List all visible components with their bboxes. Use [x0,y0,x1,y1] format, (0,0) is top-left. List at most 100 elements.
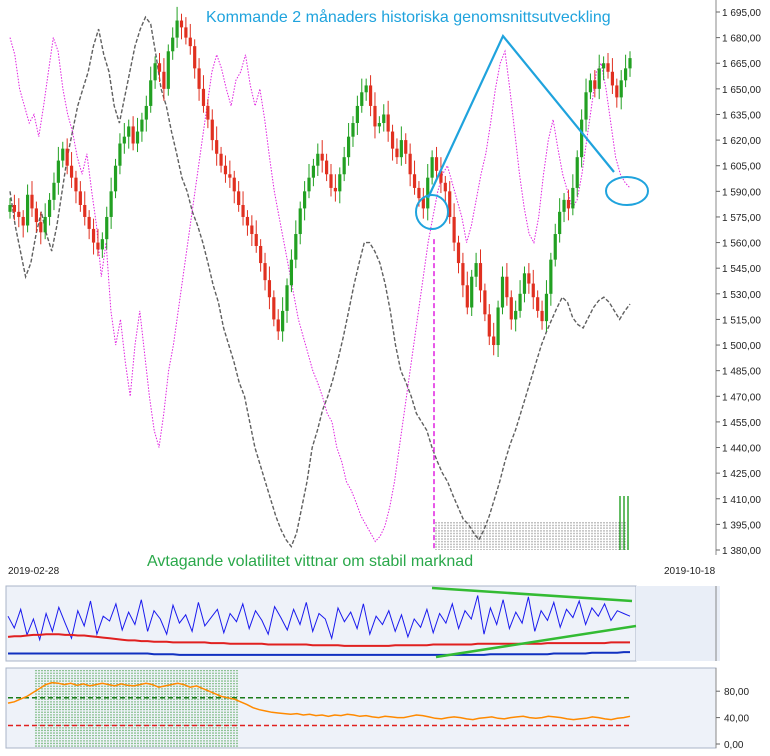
price-tick-label: 1 440,00 [722,444,761,455]
candle-body [606,63,610,72]
candle-body [96,242,100,250]
oscillator-tick-label: 80,00 [724,687,749,698]
price-tick-label: 1 635,00 [722,110,761,121]
candle-body [241,204,245,217]
candle-body [193,46,197,69]
price-tick-label: 1 695,00 [722,8,761,19]
candle-body [558,211,562,235]
bottom-hatch [435,496,629,550]
candle-body [206,105,210,120]
candle-body [474,263,478,277]
candle-body [399,140,403,158]
candles [8,6,632,358]
candle-body [162,71,166,89]
price-tick-label: 1 575,00 [722,213,761,224]
candle-body [78,191,82,205]
candle-body [303,191,307,209]
candle-body [597,68,601,89]
oscillator-line [7,681,631,721]
candle-body [329,174,333,188]
candle-body [575,157,579,188]
candle-body [232,177,236,192]
price-tick-label: 1 530,00 [722,290,761,301]
candle-body [566,199,571,209]
candle-body [553,234,557,260]
candle-body [342,157,346,175]
price-tick-label: 1 380,00 [722,546,761,557]
candle-body [219,153,223,166]
candle-body [12,204,16,212]
candle-body [245,216,250,226]
candle-body [615,85,619,98]
candle-body [228,174,232,178]
candle-body [201,88,206,106]
candle-body [461,263,465,286]
candle-body [483,290,487,315]
trend-line-lower [435,624,637,659]
candle-body [382,114,386,124]
candle-body [61,148,65,161]
oscillator-tick-label: 0,00 [724,740,744,751]
candle-body [320,153,324,161]
candle-body [509,297,513,320]
candle-body [87,216,91,229]
candle-body [17,211,21,217]
candle-body [74,177,78,192]
candle-body [184,27,188,38]
candle-body [56,160,60,183]
candle-body [30,194,34,209]
price-tick-label: 1 665,00 [722,59,761,70]
candle-body [166,51,170,89]
candle-body [311,165,316,178]
candle-body [223,165,228,175]
candle-body [496,307,500,346]
candle-body [364,85,368,93]
candle-body [140,119,144,132]
price-axis-ticks: 1 695,00 1 680,00 1 665,00 1 650,00 1 635,00… [716,8,761,557]
candle-body [34,208,38,223]
candle-body [316,153,320,166]
x-end-label: 2019-10-18 [664,566,716,577]
candle-body [250,225,254,235]
candle-body [39,222,43,233]
candle-body [346,136,351,158]
candle-body [421,198,425,209]
candle-body [619,80,623,98]
candle-body [355,105,359,124]
candle-body [536,297,540,311]
candle-body [285,285,289,311]
candle-body [298,208,302,235]
candle-body [404,140,408,154]
candle-body [377,123,381,127]
candle-body [417,187,421,199]
candle-body [307,177,311,192]
candle-body [540,310,544,322]
candle-body [478,263,483,291]
candle-body [395,148,399,158]
comparison-series-line [9,15,631,549]
candle-body [439,170,443,183]
candle-body [562,199,566,212]
candle-body [109,191,113,217]
candle-body [549,259,553,294]
price-axis-bg [716,0,770,555]
candle-body [135,131,140,144]
candle-body [443,182,447,192]
candle-body [254,234,258,246]
candle-body [368,85,373,106]
candle-body [580,119,584,158]
highlight-circle-right [605,176,649,206]
candle-body [91,228,96,243]
price-tick-label: 1 425,00 [722,469,761,480]
candle-body [452,216,456,243]
candle-body [531,283,535,298]
candle-body [65,148,69,166]
candle-body [338,174,342,192]
trend-triangle [427,33,615,199]
candle-body [624,68,628,81]
candle-body [518,293,522,311]
candle-body [584,92,588,120]
price-tick-label: 1 650,00 [722,85,761,96]
candle-body [426,177,430,209]
candle-body [127,126,131,137]
